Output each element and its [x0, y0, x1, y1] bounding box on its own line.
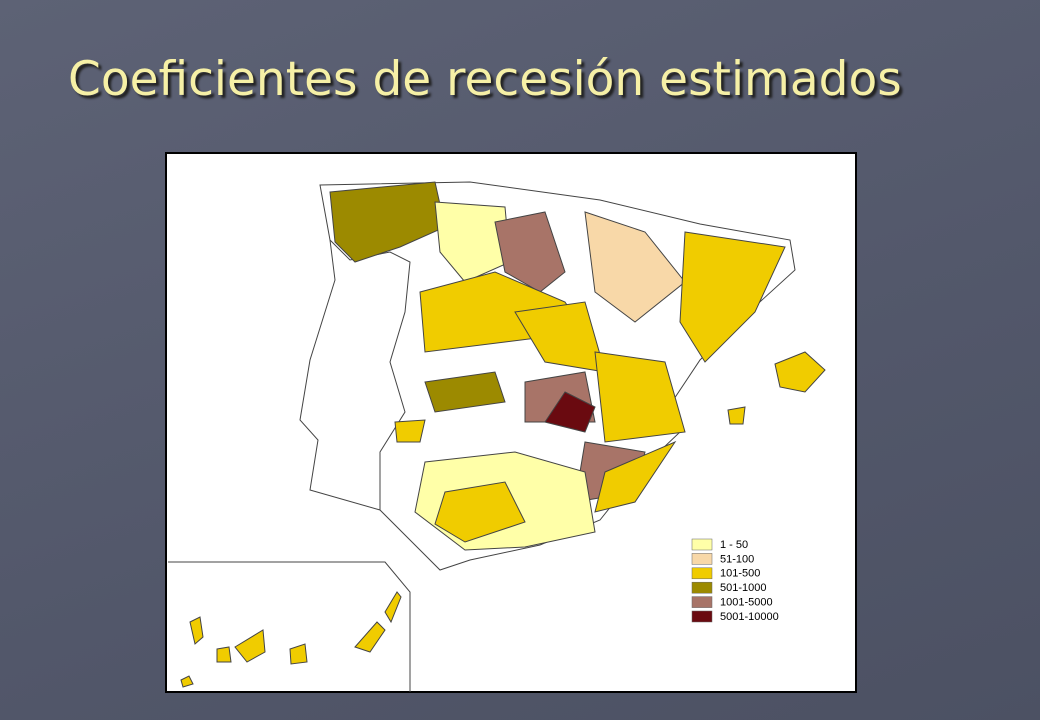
legend-label: 501-1000	[720, 582, 767, 594]
map: 1 - 50 51-100 101-500 501-1000 1001-5000 5001…	[165, 152, 857, 693]
legend-swatch	[691, 596, 713, 608]
legend: 1 - 50 51-100 101-500 501-1000 1001-5000 5001…	[691, 538, 779, 623]
legend-label: 1 - 50	[720, 539, 748, 551]
inset-border	[168, 561, 411, 692]
legend-swatch	[691, 538, 713, 551]
legend-swatch	[691, 567, 713, 580]
legend-swatch	[691, 553, 713, 565]
legend-label: 5001-10000	[720, 611, 779, 623]
canary-islands	[180, 591, 402, 688]
legend-label: 101-500	[720, 568, 760, 580]
legend-swatch	[691, 581, 713, 594]
legend-label: 51-100	[720, 553, 754, 565]
slide-title: Coeficientes de recesión estimados	[68, 52, 902, 107]
legend-label: 1001-5000	[720, 597, 773, 609]
legend-swatch	[691, 610, 713, 623]
iberia	[299, 181, 826, 571]
